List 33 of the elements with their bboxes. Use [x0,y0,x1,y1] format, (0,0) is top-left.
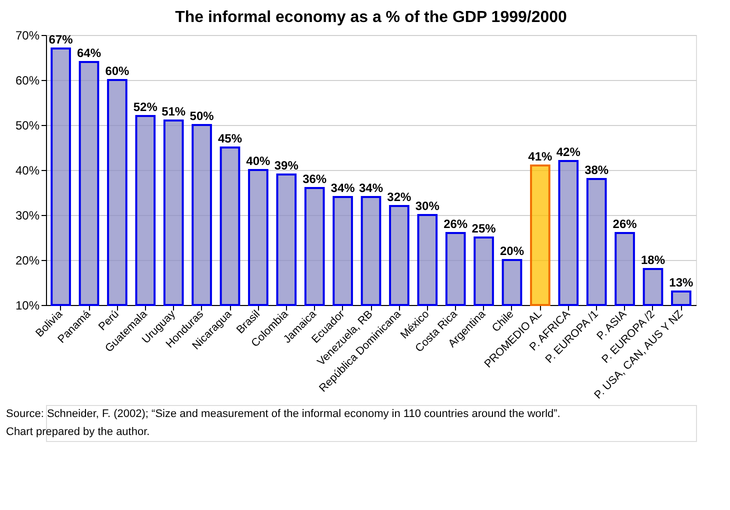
data-label: 38% [584,163,609,177]
y-tick-label: 60% [15,74,40,88]
y-tick-label: 10% [15,298,40,312]
data-label: 32% [387,190,412,204]
source-note: Source: Schneider, F. (2002); “Size and measurement of the informal economy in 110 countries around the world”. [6,408,560,420]
data-label: 40% [246,154,271,168]
y-tick-label: 70% [15,28,40,42]
y-tick-label: 40% [15,164,40,178]
data-label: 34% [358,181,384,195]
data-label: 39% [274,158,299,172]
data-label: 34% [330,181,356,195]
data-label: 25% [472,222,496,236]
data-label: 50% [190,109,214,123]
data-label: 64% [76,46,102,60]
data-label: 52% [133,100,158,114]
data-label: 30% [415,199,440,213]
data-label: 60% [105,64,130,78]
y-tick-label: 30% [15,208,40,222]
data-label: 13% [669,276,694,290]
data-label: 67% [48,32,74,46]
data-label: 20% [500,244,524,258]
data-label: 26% [444,217,468,231]
y-tick-label: 20% [15,254,40,268]
data-label: 36% [302,172,327,186]
y-tick-label: 50% [15,118,40,132]
text: Chart prepared by the author. [6,426,150,438]
data-label: 41% [528,150,553,164]
chart-title: The informal economy as a % of the GDP 1999/2000 [175,9,568,26]
data-label: 26% [612,217,638,231]
data-label: 18% [640,253,666,267]
data-label: 51% [162,104,186,118]
data-label: 45% [218,132,242,146]
data-label: 42% [556,145,581,159]
